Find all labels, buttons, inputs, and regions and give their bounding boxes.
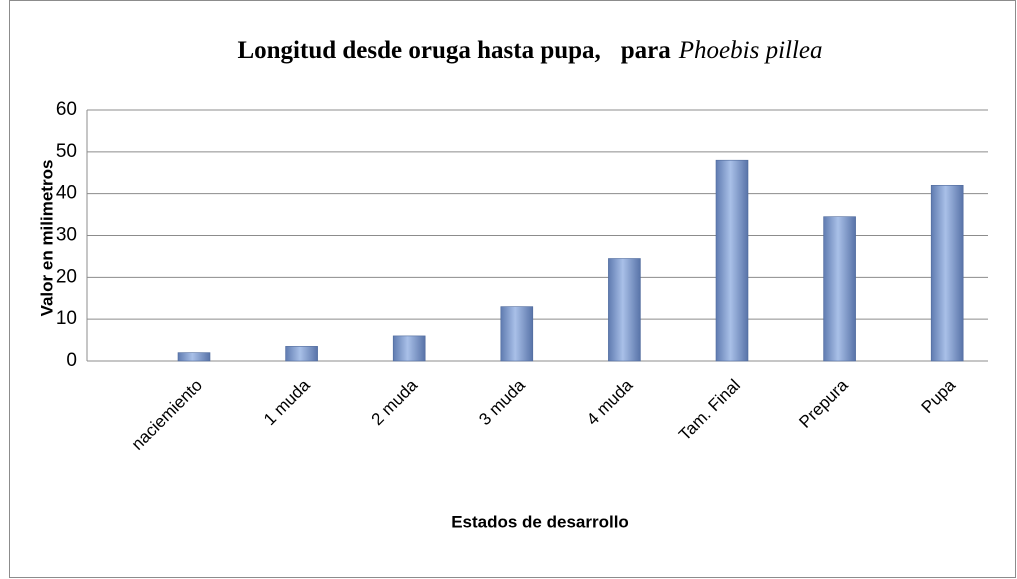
chart-frame <box>9 0 1016 578</box>
bar <box>392 335 426 362</box>
bar <box>285 346 318 362</box>
y-tick-label: 40 <box>56 183 77 204</box>
y-tick-label: 10 <box>56 308 77 329</box>
title-para: para <box>621 37 672 64</box>
x-axis-title: Estados de desarrollo <box>451 512 629 531</box>
y-tick-label: 30 <box>56 225 77 246</box>
y-tick-label: 0 <box>66 350 77 371</box>
y-tick-label: 60 <box>56 99 77 120</box>
bar <box>608 258 641 362</box>
y-axis-title: Valor en milimetros <box>37 160 56 317</box>
bar <box>500 306 534 362</box>
bar <box>715 159 749 362</box>
title-species: Phoebis pillea <box>678 37 823 64</box>
y-tick-label: 50 <box>56 141 77 162</box>
bar <box>823 216 856 362</box>
chart-title: Longitud desde oruga hasta pupa, para Phoe… <box>237 37 822 64</box>
title-main: Longitud desde oruga hasta pupa, <box>237 37 600 64</box>
bar <box>930 185 964 362</box>
bar <box>177 352 211 362</box>
y-tick-label: 20 <box>56 266 77 287</box>
